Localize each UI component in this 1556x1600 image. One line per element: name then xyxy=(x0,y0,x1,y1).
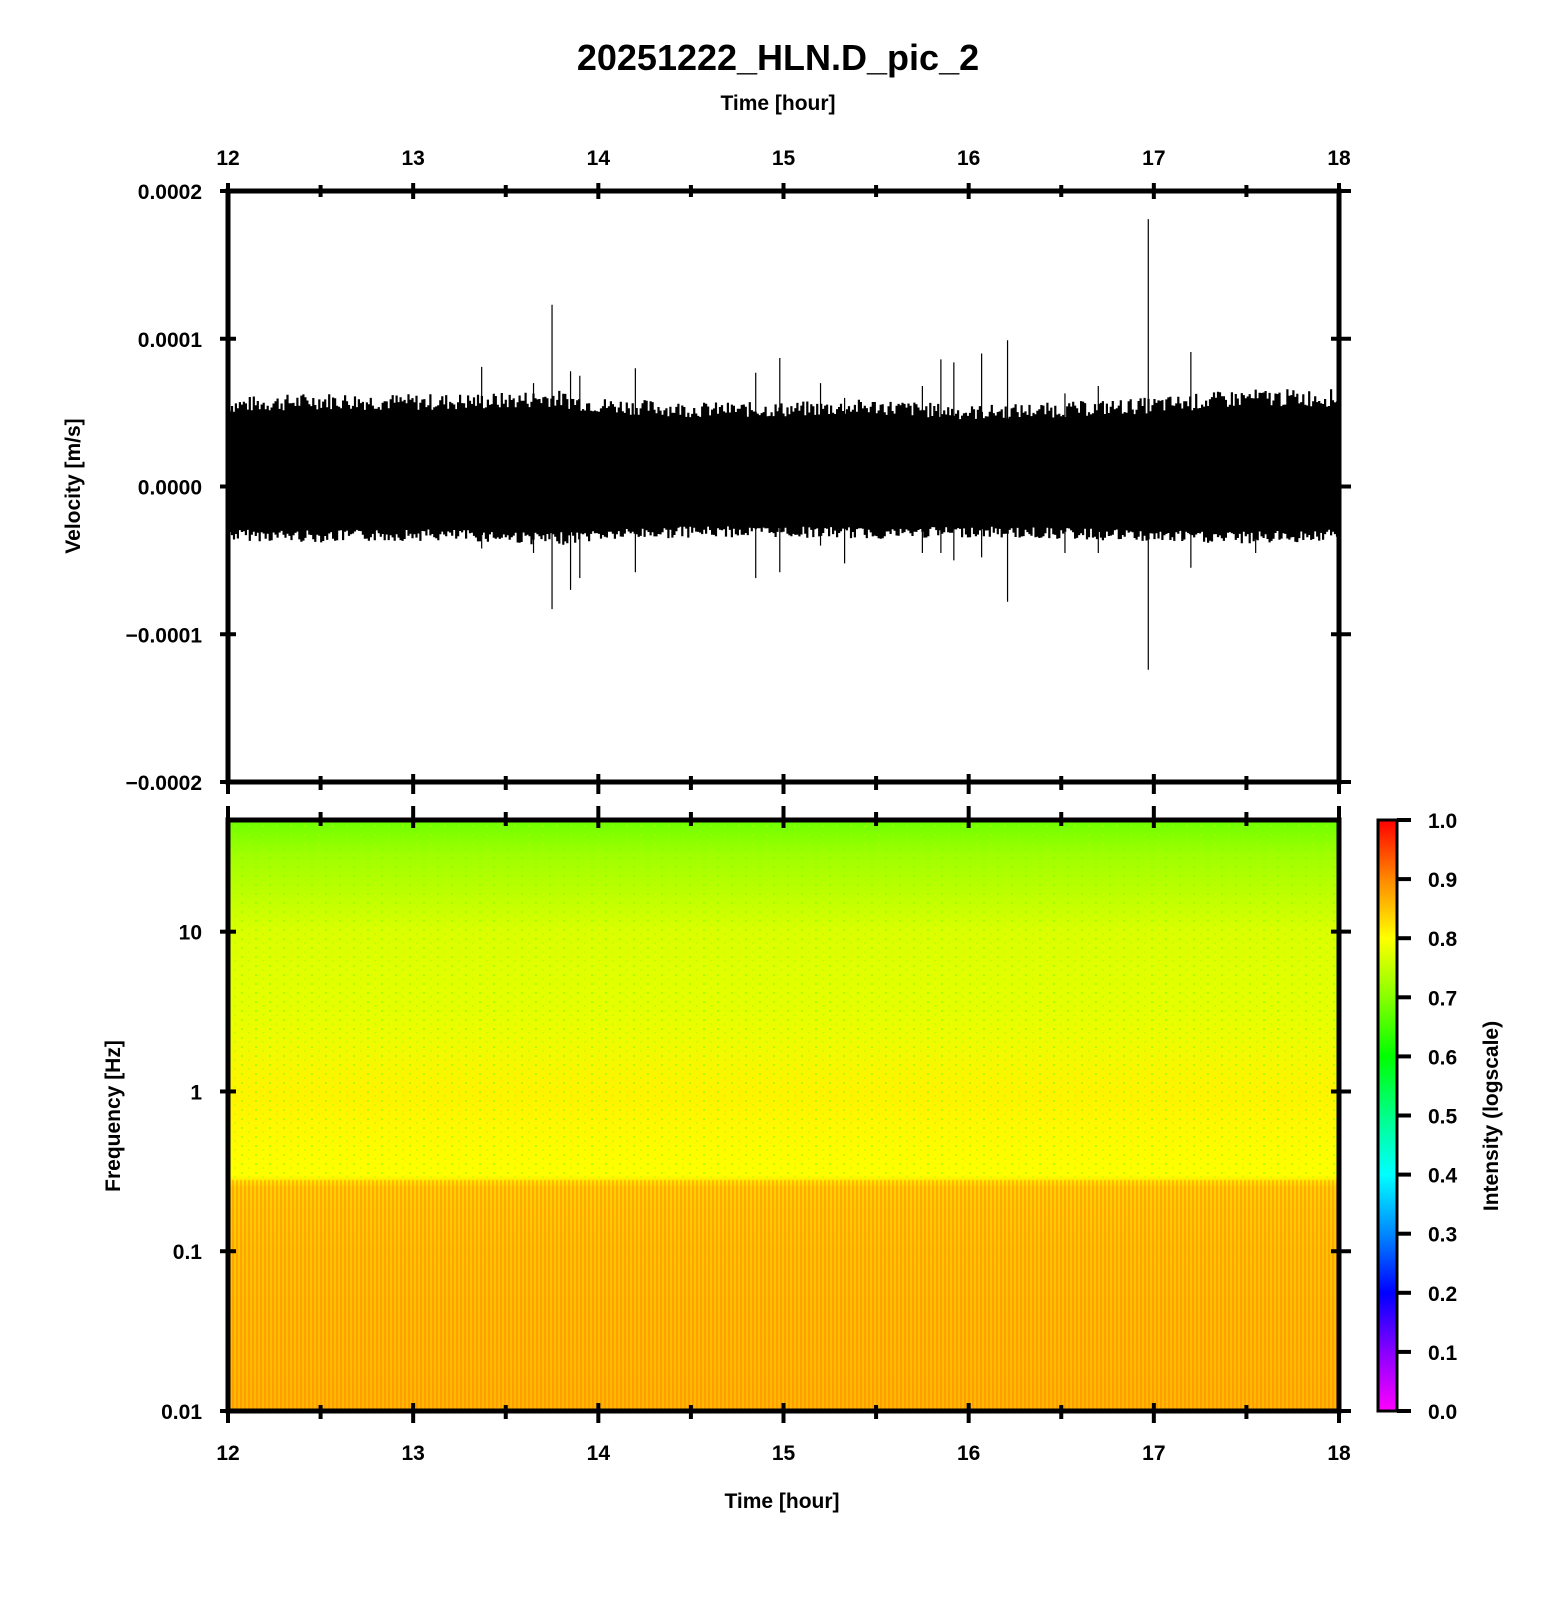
spectrogram-x-tick-label: 18 xyxy=(1327,1442,1351,1465)
colorbar-tick-label: 0.3 xyxy=(1428,1224,1457,1247)
waveform-x-tick-label: 14 xyxy=(587,147,611,170)
colorbar-ticks: 0.0 0.1 0.2 0.3 0.4 0.5 0.6 0.7 0.8 0.9 1.0 xyxy=(1397,810,1458,1424)
colorbar-tick-label: 0.8 xyxy=(1428,928,1458,951)
waveform-x-tick-label: 17 xyxy=(1142,147,1165,170)
colorbar: 0.0 0.1 0.2 0.3 0.4 0.5 0.6 0.7 0.8 0.9 1.0 Intens… xyxy=(1376,810,1503,1424)
spectrogram-x-tick-label: 14 xyxy=(587,1442,611,1465)
waveform-y-tick-label: 0.0001 xyxy=(138,329,203,352)
waveform-y-tick-label: 0.0000 xyxy=(138,477,202,500)
waveform-y-tick-label: −0.0001 xyxy=(126,624,203,647)
chart-title: 20251222_HLN.D_pic_2 xyxy=(577,37,979,78)
colorbar-tick-label: 1.0 xyxy=(1428,810,1457,833)
colorbar-tick-label: 0.1 xyxy=(1428,1342,1458,1365)
spectrogram-texture-stripes xyxy=(228,1180,1339,1411)
spectrogram-panel: 12 13 14 15 16 17 18 0.01 0.1 1 10 Time [hour] Fre… xyxy=(102,806,1351,1513)
waveform-y-tick-label: −0.0002 xyxy=(126,772,203,795)
spectrogram-x-tick-label: 17 xyxy=(1142,1442,1165,1465)
waveform-x-tick-label: 13 xyxy=(401,147,424,170)
spectrogram-x-tick-label: 15 xyxy=(772,1442,796,1465)
waveform-x-tick-label: 18 xyxy=(1327,147,1351,170)
colorbar-tick-label: 0.7 xyxy=(1428,987,1457,1010)
colorbar-tick-label: 0.4 xyxy=(1428,1165,1458,1188)
spectrogram-x-tick-label: 12 xyxy=(216,1442,239,1465)
spectrogram-texture-speckle xyxy=(228,820,1339,1180)
waveform-y-axis-label: Velocity [m/s] xyxy=(62,418,85,553)
spectrogram-y-axis-label: Frequency [Hz] xyxy=(102,1040,125,1192)
colorbar-tick-label: 0.0 xyxy=(1428,1401,1457,1424)
waveform-core xyxy=(228,445,1339,514)
colorbar-tick-label: 0.2 xyxy=(1428,1283,1457,1306)
spectrogram-x-tick-label: 13 xyxy=(401,1442,424,1465)
colorbar-fill xyxy=(1376,818,1399,1413)
spectrogram-y-tick-label: 0.01 xyxy=(161,1401,202,1424)
spectrogram-ticks: 12 13 14 15 16 17 18 0.01 0.1 1 10 xyxy=(161,806,1351,1465)
waveform-ticks: 12 13 14 15 16 17 18 0.0002 0.0001 0.0000 −0.0001 −… xyxy=(126,147,1351,795)
waveform-x-tick-label: 12 xyxy=(216,147,239,170)
colorbar-tick-label: 0.9 xyxy=(1428,869,1457,892)
waveform-x-tick-label: 16 xyxy=(957,147,980,170)
waveform-x-tick-label: 15 xyxy=(772,147,796,170)
spectrogram-y-tick-label: 10 xyxy=(179,922,202,945)
spectrogram-x-tick-label: 16 xyxy=(957,1442,980,1465)
waveform-x-axis-label: Time [hour] xyxy=(720,92,835,115)
waveform-panel: Time [hour] Velocity [m/s] 12 13 14 15 16 17 1… xyxy=(62,92,1351,795)
colorbar-label: Intensity (logscale) xyxy=(1480,1021,1503,1211)
colorbar-tick-label: 0.6 xyxy=(1428,1046,1457,1069)
waveform-y-tick-label: 0.0002 xyxy=(138,181,202,204)
waveform-trace xyxy=(226,219,1341,670)
spectrogram-y-tick-label: 0.1 xyxy=(173,1241,203,1264)
colorbar-tick-label: 0.5 xyxy=(1428,1106,1458,1129)
spectrogram-x-axis-label: Time [hour] xyxy=(724,1490,839,1513)
spectrogram-y-tick-label: 1 xyxy=(190,1081,202,1104)
